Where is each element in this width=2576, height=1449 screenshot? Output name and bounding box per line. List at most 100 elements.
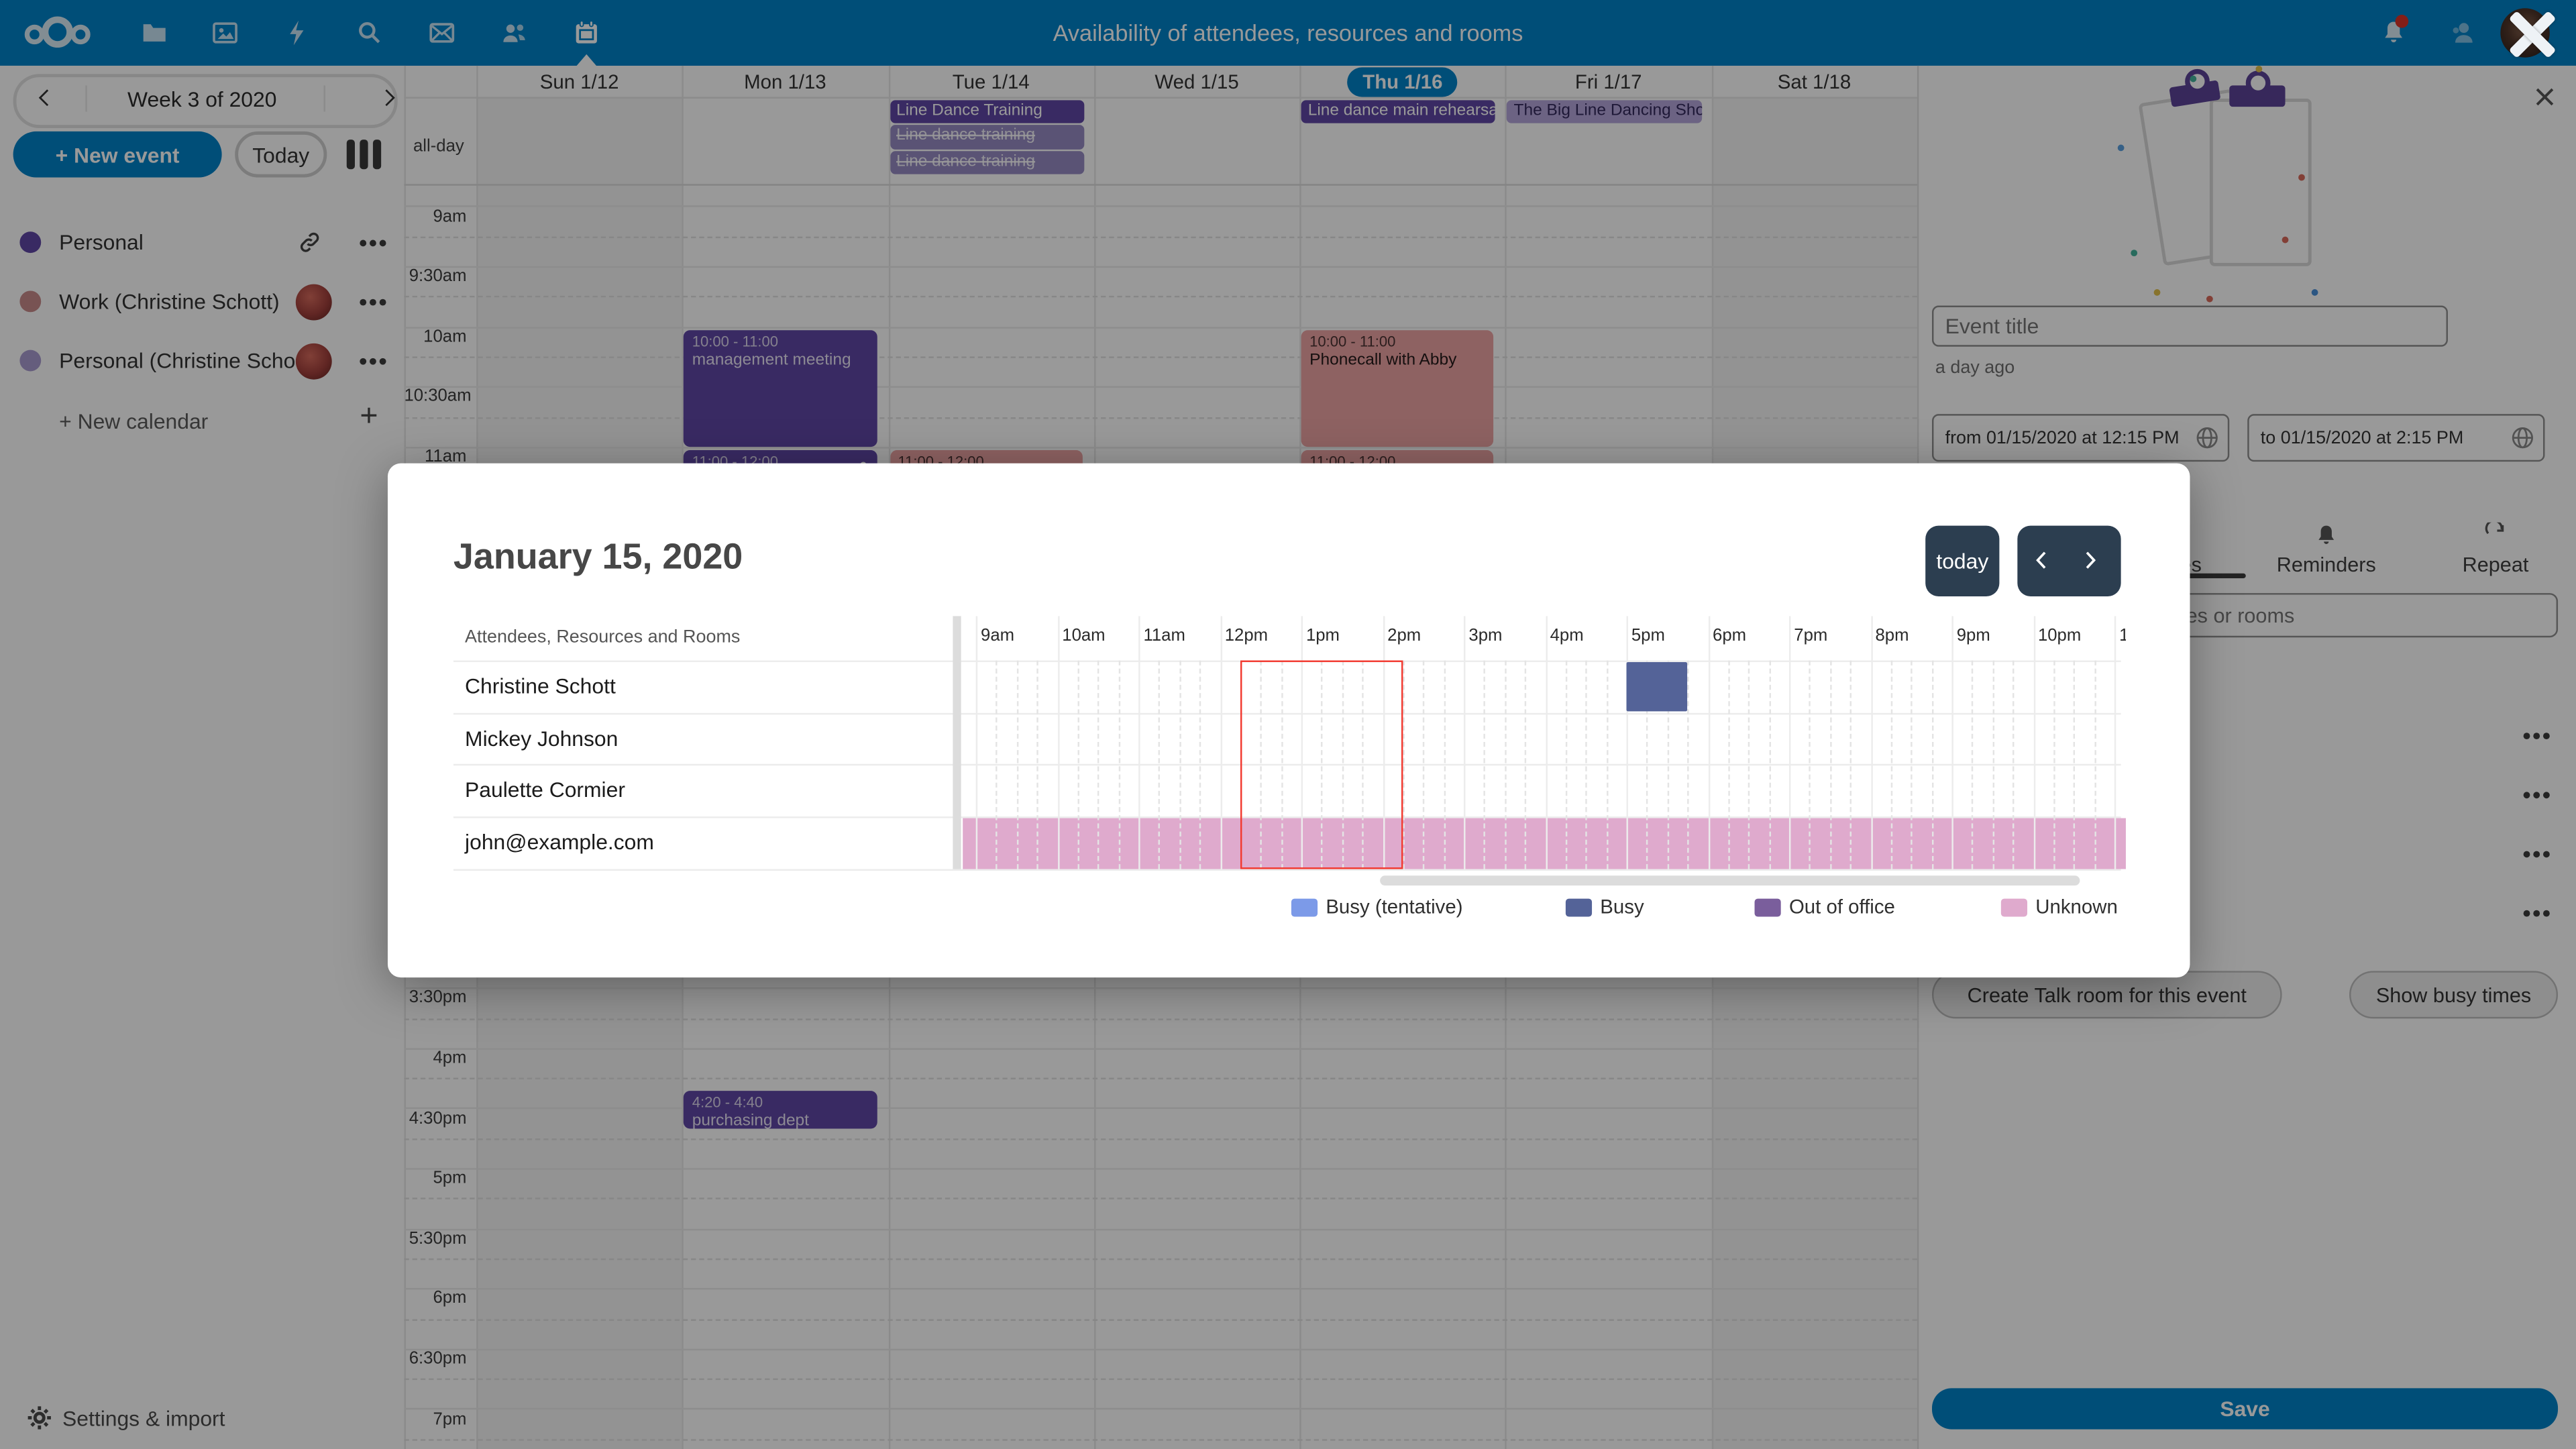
new-event-button[interactable]: + New event: [13, 131, 222, 178]
calendar-menu-button[interactable]: [360, 356, 389, 366]
contacts-app-icon[interactable]: [499, 18, 529, 48]
quarter-line-dashed: [1748, 660, 1750, 869]
quarter-line-dashed: [1849, 660, 1852, 869]
quarter-line-dashed: [1260, 660, 1263, 869]
event-end-input[interactable]: [2247, 414, 2545, 462]
hour-label: 10am: [1062, 626, 1106, 646]
activity-app-icon[interactable]: [282, 18, 312, 48]
menu-dot: [360, 299, 367, 306]
mail-app-icon[interactable]: [427, 18, 457, 48]
contacts-menu-icon[interactable]: [2448, 18, 2477, 48]
show-busy-times-button[interactable]: Show busy times: [2349, 971, 2559, 1019]
hour-line: [1951, 616, 1953, 869]
menu-dot: [2533, 733, 2540, 740]
tab-reminders[interactable]: Reminders: [2228, 523, 2425, 577]
menu-dot: [2543, 851, 2550, 858]
quarter-line-dashed: [1199, 660, 1201, 869]
menu-dot: [370, 299, 376, 306]
close-icon[interactable]: [2532, 84, 2558, 110]
confetti-dot: [2282, 236, 2289, 244]
calendar-menu-button[interactable]: [360, 297, 389, 307]
hour-line: [1464, 616, 1466, 869]
add-calendar-icon[interactable]: +: [360, 399, 378, 434]
next-week-button[interactable]: [323, 85, 395, 112]
attendee-menu-button[interactable]: [2523, 848, 2553, 861]
menu-dot: [2523, 851, 2530, 858]
menu-dot: [370, 239, 376, 247]
quarter-line-dashed: [1321, 660, 1324, 869]
hour-label: 10pm: [2037, 626, 2082, 646]
confetti-dot: [2206, 295, 2213, 303]
week-view-toggle-icon[interactable]: [346, 140, 383, 170]
search-app-icon[interactable]: [355, 18, 384, 48]
hour-label: 5pm: [1631, 626, 1665, 646]
attendee-menu-button[interactable]: [2523, 789, 2553, 802]
previous-week-button[interactable]: [33, 85, 87, 112]
availability-modal: January 15, 2020 today Attendees, Resour…: [387, 463, 2190, 978]
legend-label: Busy (tentative): [1326, 895, 1463, 918]
quarter-line-dashed: [1504, 660, 1507, 869]
save-button[interactable]: Save: [1932, 1388, 2559, 1430]
next-day-button[interactable]: [2077, 547, 2103, 574]
quarter-line-dashed: [1606, 660, 1608, 869]
attendee-menu-button[interactable]: [2523, 729, 2553, 743]
bell-icon: [2313, 523, 2339, 549]
event-title-input[interactable]: [1932, 305, 2448, 347]
sidebar-calendar-item[interactable]: Personal (Christine Scho…: [0, 332, 404, 391]
timezone-globe-icon[interactable]: [2195, 425, 2220, 450]
hour-line: [1057, 616, 1059, 869]
horizontal-scrollbar[interactable]: [1380, 875, 2080, 886]
hour-line: [1545, 616, 1547, 869]
quarter-line-dashed: [1646, 660, 1649, 869]
files-app-icon[interactable]: [140, 18, 169, 48]
tab-label: Reminders: [2276, 553, 2376, 577]
quarter-line-dashed: [1992, 660, 1994, 869]
sidebar-calendar-item[interactable]: Personal: [0, 213, 404, 272]
attendee-name: Paulette Cormier: [465, 777, 625, 803]
quarter-line-dashed: [1159, 660, 1161, 869]
sidebar-calendar-item[interactable]: Work (Christine Schott): [0, 273, 404, 332]
confetti-dot: [2311, 289, 2318, 296]
calendar-app-icon[interactable]: [572, 18, 601, 48]
availability-grid[interactable]: 9am 10am 11am 12pm 1pm 2pm 3pm 4pm 5pm 6pm 7pm 8pm 9…: [963, 616, 2126, 889]
attendee-name: Christine Schott: [465, 674, 616, 698]
modal-today-button[interactable]: today: [1925, 525, 2000, 596]
settings-import-button[interactable]: Settings & import: [26, 1403, 371, 1436]
create-talk-room-button[interactable]: Create Talk room for this event: [1932, 971, 2282, 1019]
menu-dot: [360, 358, 367, 365]
settings-label: Settings & import: [62, 1406, 225, 1432]
previous-day-button[interactable]: [2029, 547, 2055, 574]
go-to-today-button[interactable]: Today: [235, 131, 327, 178]
legend-swatch: [1754, 898, 1781, 917]
modal-nav-buttons: [2017, 525, 2121, 596]
quarter-line-dashed: [1768, 660, 1771, 869]
timezone-globe-icon[interactable]: [2510, 425, 2535, 450]
week-label[interactable]: Week 3 of 2020: [127, 87, 277, 112]
share-link-icon[interactable]: [297, 230, 323, 256]
new-calendar-button[interactable]: + New calendar: [59, 409, 209, 434]
menu-dot: [2543, 733, 2550, 740]
quarter-line-dashed: [2053, 660, 2055, 869]
hour-label: 2pm: [1387, 626, 1421, 646]
attendee-name: john@example.com: [465, 829, 654, 855]
menu-dot: [2523, 910, 2530, 917]
quarter-line-dashed: [1585, 660, 1588, 869]
calendar-label: Work (Christine Schott): [59, 289, 280, 314]
quarter-line-dashed: [1728, 660, 1730, 869]
hour-label: 9pm: [1956, 626, 1990, 646]
attendee-menu-button[interactable]: [2523, 907, 2553, 920]
hour-line: [1707, 616, 1710, 869]
tab-label: Repeat: [2462, 553, 2529, 577]
quarter-line-dashed: [2074, 660, 2076, 869]
hour-line: [975, 616, 978, 869]
quarter-line-dashed: [1829, 660, 1832, 869]
photos-app-icon[interactable]: [210, 18, 239, 48]
hour-label: 8pm: [1875, 626, 1909, 646]
nextcloud-logo-icon[interactable]: [19, 15, 95, 51]
hour-label: 3pm: [1468, 626, 1503, 646]
event-start-input[interactable]: [1932, 414, 2230, 462]
calendar-color-dot: [19, 231, 42, 254]
tab-repeat[interactable]: Repeat: [2397, 519, 2576, 577]
calendar-menu-button[interactable]: [360, 238, 389, 248]
